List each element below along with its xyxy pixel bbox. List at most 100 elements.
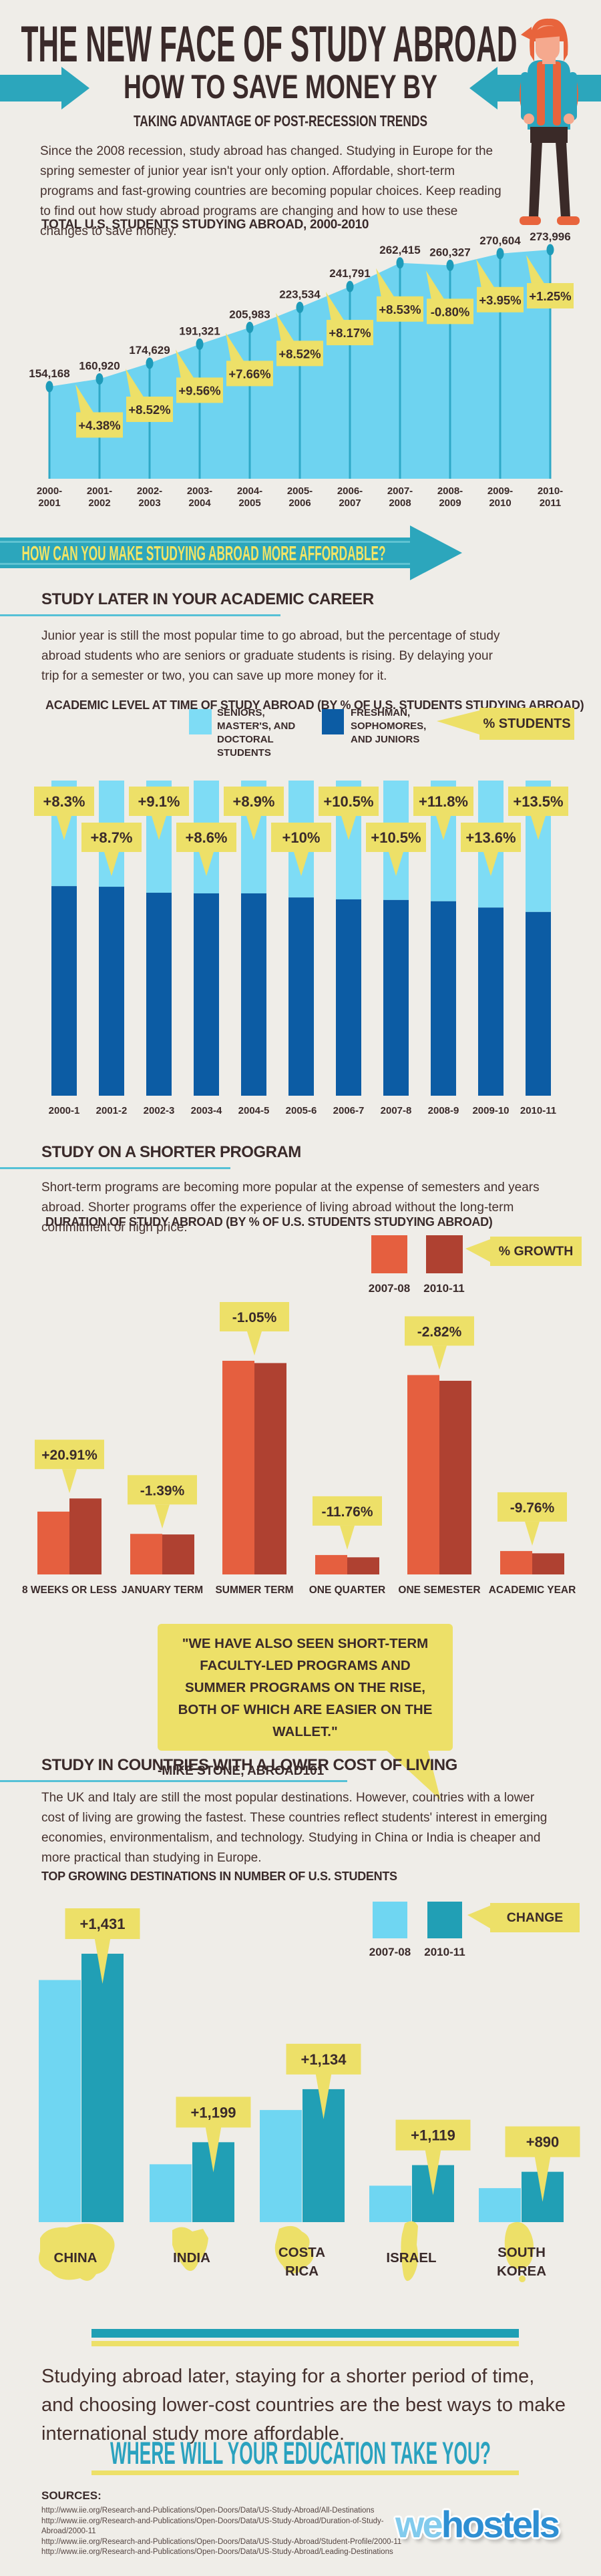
quote-bubble: "WE HAVE ALSO SEEN SHORT-TERM FACULTY-LE… bbox=[158, 1624, 453, 1751]
growth-callout-box bbox=[377, 296, 423, 322]
growth-callout-value: -1.39% bbox=[140, 1483, 185, 1498]
pct-callout-value: +13.6% bbox=[465, 829, 516, 846]
section-destinations-heading: STUDY IN COUNTRIES WITH A LOWER COST OF … bbox=[41, 1756, 457, 1774]
bar-2007-08 bbox=[150, 2164, 192, 2222]
x-axis-label: 2008 bbox=[389, 497, 411, 509]
x-axis-label: 2007 bbox=[339, 497, 361, 509]
chart4-title: TOP GROWING DESTINATIONS IN NUMBER OF U.… bbox=[41, 1870, 397, 1883]
growth-callout-value: -9.76% bbox=[510, 1500, 555, 1516]
growth-callout-tail bbox=[176, 349, 194, 379]
tagline: TAKING ADVANTAGE OF POST-RECESSION TREND… bbox=[134, 112, 427, 130]
country-map-israel bbox=[401, 2221, 418, 2282]
bar-2007-08 bbox=[407, 1375, 439, 1574]
bar-2007-08 bbox=[260, 2110, 302, 2222]
pct-callout-box bbox=[271, 823, 331, 852]
x-axis-label: 2008- bbox=[437, 485, 463, 497]
legend-year-2007: 2007-08 bbox=[368, 1282, 411, 1295]
x-axis-label: 2003 bbox=[138, 497, 160, 509]
marker-dot bbox=[95, 373, 104, 385]
hair-spike bbox=[521, 27, 532, 40]
x-axis-label: 2001 bbox=[38, 497, 60, 509]
marker-dot bbox=[446, 259, 454, 271]
change-callout-value: +890 bbox=[526, 2134, 560, 2151]
data-value-label: 262,415 bbox=[379, 244, 420, 256]
source-url[interactable]: http://www.iie.org/Research-and-Publicat… bbox=[41, 2507, 375, 2515]
x-axis-label: 2000-1 bbox=[49, 1105, 80, 1116]
change-callout-box bbox=[65, 1908, 140, 1940]
closing-message: Studying abroad later, staying for a sho… bbox=[41, 2366, 566, 2444]
x-axis-label: 2009- bbox=[487, 485, 513, 497]
x-axis-label: 2010-11 bbox=[520, 1105, 556, 1116]
bar-segment-freshman bbox=[99, 887, 124, 1096]
bar-segment-freshman bbox=[478, 907, 504, 1096]
bar-2010-11 bbox=[439, 1380, 471, 1574]
country-map-china bbox=[39, 2223, 115, 2281]
pct-callout-tail bbox=[199, 852, 214, 876]
growth-callout-box bbox=[427, 298, 473, 325]
svg-text:HOW TO SAVE MONEY BY: HOW TO SAVE MONEY BY bbox=[124, 68, 437, 105]
x-axis-label: 2006-7 bbox=[333, 1105, 365, 1116]
growth-callout-tail bbox=[126, 368, 144, 398]
left-arrow bbox=[0, 75, 61, 101]
growth-callout-box bbox=[128, 1475, 197, 1505]
x-axis-label: 2001- bbox=[87, 485, 112, 497]
pct-callout-tail bbox=[246, 816, 261, 840]
bar-2007-08 bbox=[315, 1554, 347, 1574]
growth-callout-box bbox=[527, 282, 574, 308]
growth-callout-value: +4.38% bbox=[78, 418, 120, 432]
change-callout-value: +1,119 bbox=[411, 2127, 455, 2144]
pct-callout-tail bbox=[152, 816, 166, 840]
strap-right bbox=[553, 61, 561, 126]
source-url[interactable]: http://www.iie.org/Research-and-Publicat… bbox=[41, 2517, 384, 2536]
chart-destinations: +1,431 +1,199 +1,134 +1,119 +890 CHINA INDIA CO… bbox=[39, 1908, 580, 2282]
pct-callout-box bbox=[366, 823, 426, 852]
data-value-label: 260,327 bbox=[429, 246, 470, 258]
growth-callout-tail bbox=[326, 292, 345, 322]
bar-2007-08 bbox=[500, 1550, 532, 1574]
marker-dot bbox=[146, 357, 154, 369]
section-duration-heading: STUDY ON A SHORTER PROGRAM bbox=[41, 1143, 301, 1161]
bar-segment-freshman bbox=[526, 911, 551, 1096]
change-callout-tail bbox=[467, 1906, 490, 1928]
bar-2010-11 bbox=[69, 1498, 102, 1574]
bar-segment-freshman bbox=[241, 893, 266, 1096]
growth-callout-value: +1.25% bbox=[529, 289, 571, 303]
bar-2007-08 bbox=[37, 1511, 69, 1574]
change-callout-box bbox=[176, 2097, 251, 2128]
source-url[interactable]: http://www.iie.org/Research-and-Publicat… bbox=[41, 2537, 402, 2546]
bar-2007-08 bbox=[222, 1361, 254, 1574]
shoe-left bbox=[520, 216, 541, 225]
country-map-india bbox=[172, 2227, 208, 2272]
quote-bubble-tail bbox=[384, 1748, 441, 1800]
source-url[interactable]: http://www.iie.org/Research-and-Publicat… bbox=[41, 2548, 393, 2556]
x-axis-label: 2007- bbox=[387, 485, 413, 497]
divider-teal bbox=[91, 2329, 519, 2338]
growth-callout-value: +7.66% bbox=[228, 367, 270, 381]
bar-segment-freshman bbox=[431, 901, 456, 1096]
data-value-label: 270,604 bbox=[479, 234, 521, 247]
divider-yellow bbox=[91, 2341, 519, 2346]
change-callout-tail bbox=[425, 2149, 441, 2195]
pct-growth-callout-tail bbox=[465, 1239, 490, 1262]
pct-callout-tail bbox=[104, 852, 119, 876]
legend-swatch-freshman bbox=[322, 709, 344, 734]
change-callout-tail bbox=[315, 2073, 332, 2119]
arm-right bbox=[568, 72, 577, 120]
chart-duration: +20.91% 8 WEEKS OR LESS -1.39% JANUARY TERM… bbox=[22, 1302, 576, 1596]
pct-callout-box bbox=[176, 823, 236, 852]
growth-callout-value: -2.82% bbox=[417, 1324, 462, 1339]
growth-callout-value: +3.95% bbox=[479, 293, 521, 307]
hand-right bbox=[564, 114, 574, 124]
growth-callout-tail bbox=[376, 268, 395, 298]
pct-callout-box bbox=[461, 823, 521, 852]
growth-callout-value: +9.56% bbox=[178, 383, 220, 397]
change-callout-tail bbox=[534, 2155, 551, 2202]
bar-segment-freshman bbox=[146, 893, 172, 1096]
section-academic-heading: STUDY LATER IN YOUR ACADEMIC CAREER bbox=[41, 590, 374, 608]
pct-callout-box bbox=[413, 787, 473, 816]
change-callout-box bbox=[505, 2126, 580, 2157]
growth-callout-box bbox=[176, 377, 223, 403]
marker-dot bbox=[45, 381, 53, 393]
growth-callout-tail bbox=[155, 1504, 170, 1529]
